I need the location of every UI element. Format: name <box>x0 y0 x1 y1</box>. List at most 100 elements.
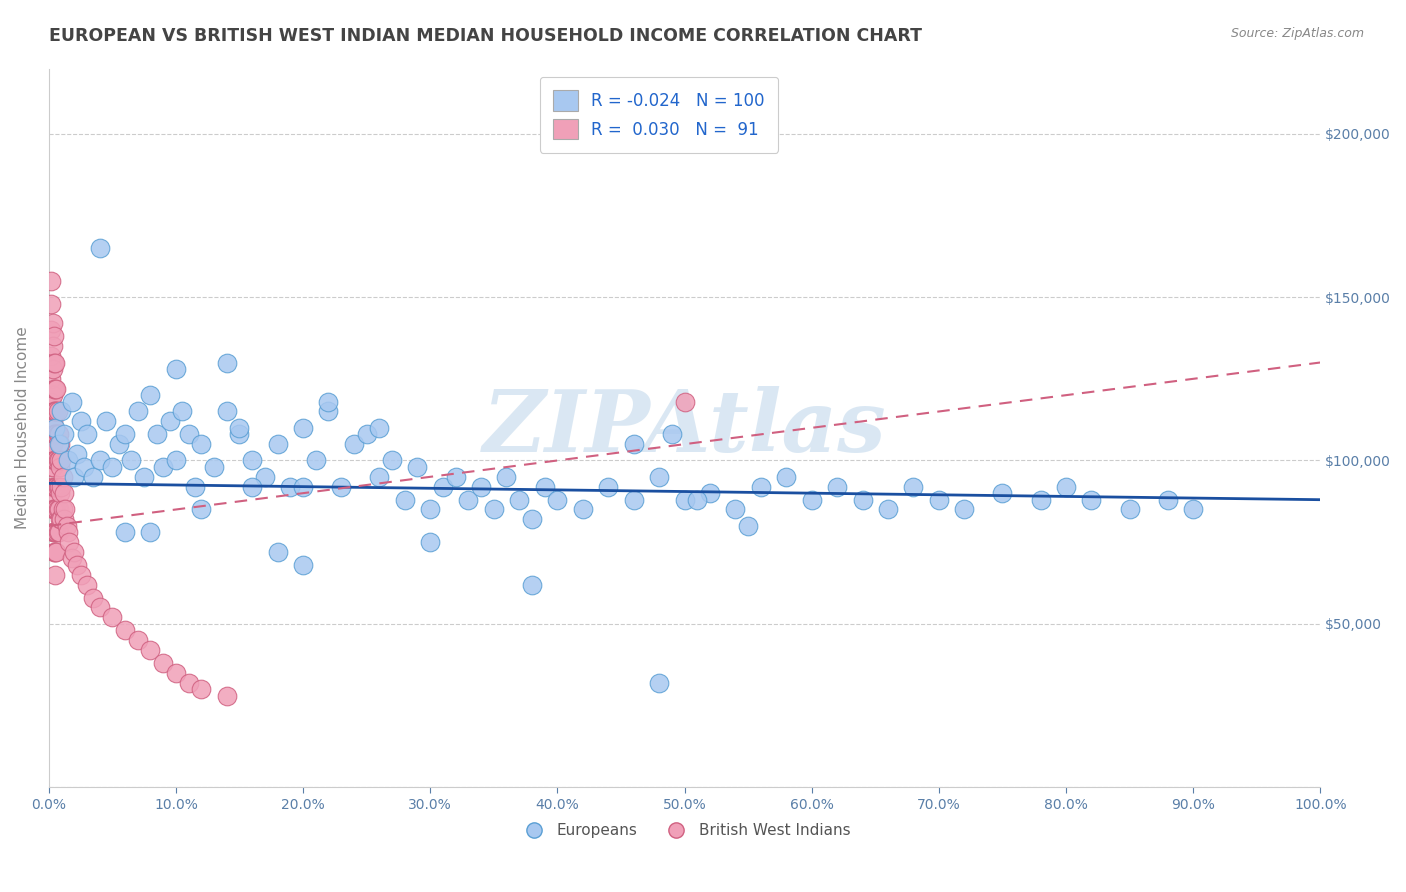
Point <box>45 427 67 442</box>
Point <box>42 404 65 418</box>
Point <box>45 404 67 418</box>
Point <box>41 362 63 376</box>
Point <box>991 486 1014 500</box>
Point <box>42 382 65 396</box>
Point <box>41 502 63 516</box>
Point <box>53 427 76 442</box>
Point <box>737 518 759 533</box>
Point <box>46 427 69 442</box>
Point <box>39 349 62 363</box>
Point <box>292 421 315 435</box>
Point <box>1080 492 1102 507</box>
Point <box>44 421 66 435</box>
Point <box>44 567 66 582</box>
Point <box>101 610 124 624</box>
Point <box>66 558 89 572</box>
Point <box>56 453 79 467</box>
Point <box>368 421 391 435</box>
Point <box>1156 492 1178 507</box>
Point <box>39 323 62 337</box>
Point <box>623 437 645 451</box>
Point <box>318 394 340 409</box>
Point <box>48 480 70 494</box>
Point <box>48 453 70 467</box>
Point <box>44 545 66 559</box>
Point <box>114 624 136 638</box>
Point <box>520 577 543 591</box>
Point <box>53 486 76 500</box>
Legend: Europeans, British West Indians: Europeans, British West Indians <box>513 817 856 844</box>
Point <box>533 480 555 494</box>
Point <box>851 492 873 507</box>
Point <box>41 388 63 402</box>
Point <box>278 480 301 494</box>
Point <box>48 427 70 442</box>
Point <box>190 682 212 697</box>
Point <box>444 470 467 484</box>
Point <box>928 492 950 507</box>
Point <box>39 274 62 288</box>
Point <box>39 460 62 475</box>
Point <box>368 470 391 484</box>
Point <box>648 470 671 484</box>
Point <box>482 502 505 516</box>
Point <box>41 316 63 330</box>
Point <box>44 502 66 516</box>
Point <box>39 372 62 386</box>
Point <box>42 525 65 540</box>
Point <box>215 689 238 703</box>
Point <box>172 404 194 418</box>
Point <box>215 355 238 369</box>
Point <box>49 437 72 451</box>
Point <box>825 480 848 494</box>
Point <box>46 502 69 516</box>
Point <box>60 394 83 409</box>
Point <box>648 675 671 690</box>
Point <box>139 525 162 540</box>
Point <box>571 502 593 516</box>
Point <box>63 545 86 559</box>
Point <box>53 512 76 526</box>
Point <box>457 492 479 507</box>
Point <box>51 453 73 467</box>
Point <box>686 492 709 507</box>
Point <box>53 502 76 516</box>
Point <box>470 480 492 494</box>
Point <box>45 502 67 516</box>
Point <box>202 460 225 475</box>
Point <box>42 427 65 442</box>
Point <box>48 502 70 516</box>
Point <box>673 492 696 507</box>
Point <box>1029 492 1052 507</box>
Point <box>356 427 378 442</box>
Point <box>903 480 925 494</box>
Point <box>546 492 568 507</box>
Point <box>42 453 65 467</box>
Point <box>42 502 65 516</box>
Point <box>82 591 104 605</box>
Point <box>318 404 340 418</box>
Point <box>330 480 353 494</box>
Point <box>51 512 73 526</box>
Point <box>60 551 83 566</box>
Point <box>749 480 772 494</box>
Point <box>44 525 66 540</box>
Point <box>69 414 91 428</box>
Point <box>44 355 66 369</box>
Point <box>394 492 416 507</box>
Point <box>177 427 200 442</box>
Point <box>44 453 66 467</box>
Point <box>1182 502 1205 516</box>
Point <box>190 502 212 516</box>
Point <box>89 600 111 615</box>
Point <box>52 470 75 484</box>
Point <box>266 437 288 451</box>
Point <box>45 453 67 467</box>
Point <box>42 355 65 369</box>
Point <box>44 382 66 396</box>
Point <box>184 480 207 494</box>
Point <box>240 453 263 467</box>
Point <box>39 437 62 451</box>
Point <box>139 388 162 402</box>
Point <box>48 437 70 451</box>
